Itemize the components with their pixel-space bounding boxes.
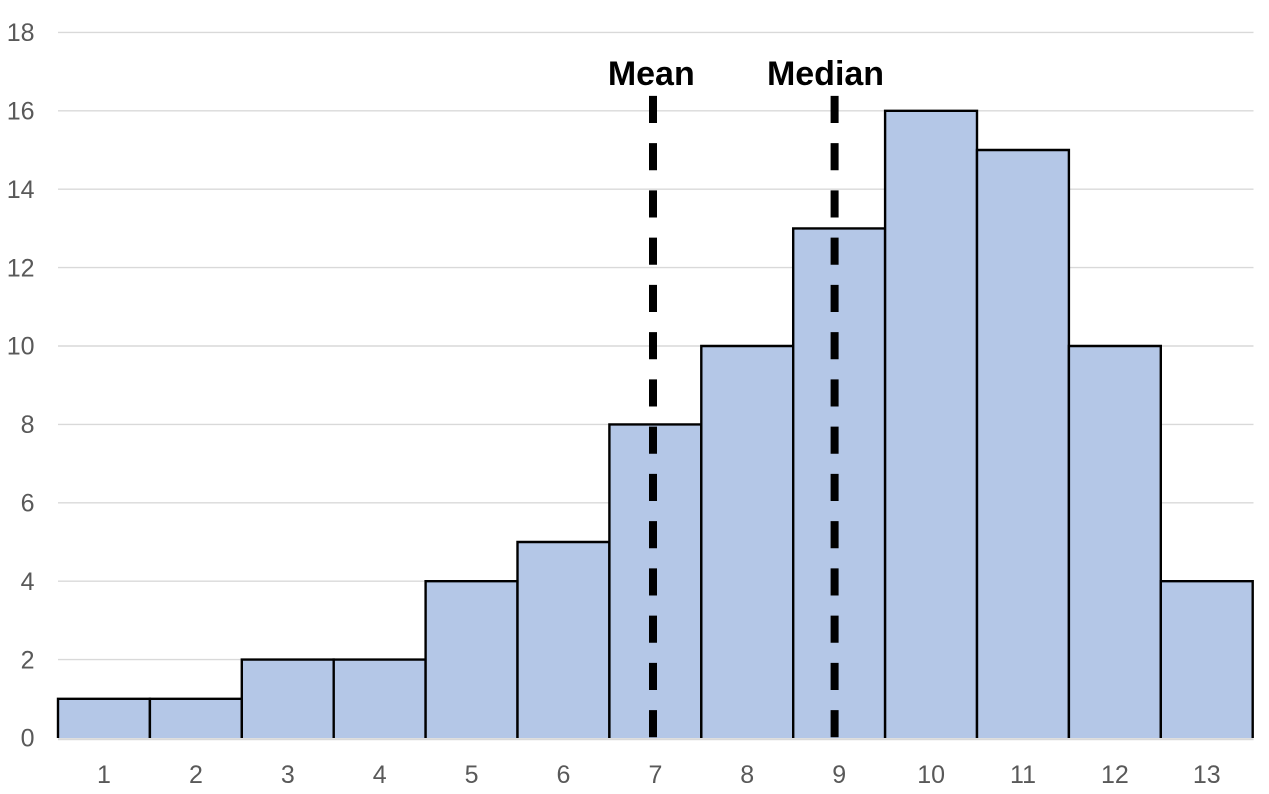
svg-text:14: 14 bbox=[7, 176, 35, 204]
svg-text:12: 12 bbox=[7, 254, 35, 282]
svg-text:3: 3 bbox=[281, 761, 295, 789]
svg-text:16: 16 bbox=[7, 98, 35, 126]
svg-text:6: 6 bbox=[557, 761, 571, 789]
svg-text:10: 10 bbox=[7, 333, 35, 361]
svg-text:4: 4 bbox=[373, 761, 387, 789]
svg-text:18: 18 bbox=[7, 19, 35, 47]
svg-text:11: 11 bbox=[1010, 761, 1036, 789]
svg-text:7: 7 bbox=[648, 761, 662, 789]
svg-text:8: 8 bbox=[740, 761, 754, 789]
svg-text:6: 6 bbox=[21, 490, 35, 518]
svg-text:5: 5 bbox=[465, 761, 479, 789]
svg-text:2: 2 bbox=[189, 761, 203, 789]
svg-text:8: 8 bbox=[21, 411, 35, 439]
svg-text:1: 1 bbox=[97, 761, 111, 789]
svg-text:Mean: Mean bbox=[608, 55, 695, 93]
svg-text:9: 9 bbox=[832, 761, 846, 789]
svg-text:10: 10 bbox=[917, 761, 945, 789]
svg-text:4: 4 bbox=[21, 568, 35, 596]
svg-text:Median: Median bbox=[767, 55, 884, 93]
svg-text:0: 0 bbox=[21, 725, 35, 753]
svg-text:2: 2 bbox=[21, 646, 35, 674]
svg-text:13: 13 bbox=[1193, 761, 1221, 789]
svg-text:12: 12 bbox=[1101, 761, 1129, 789]
